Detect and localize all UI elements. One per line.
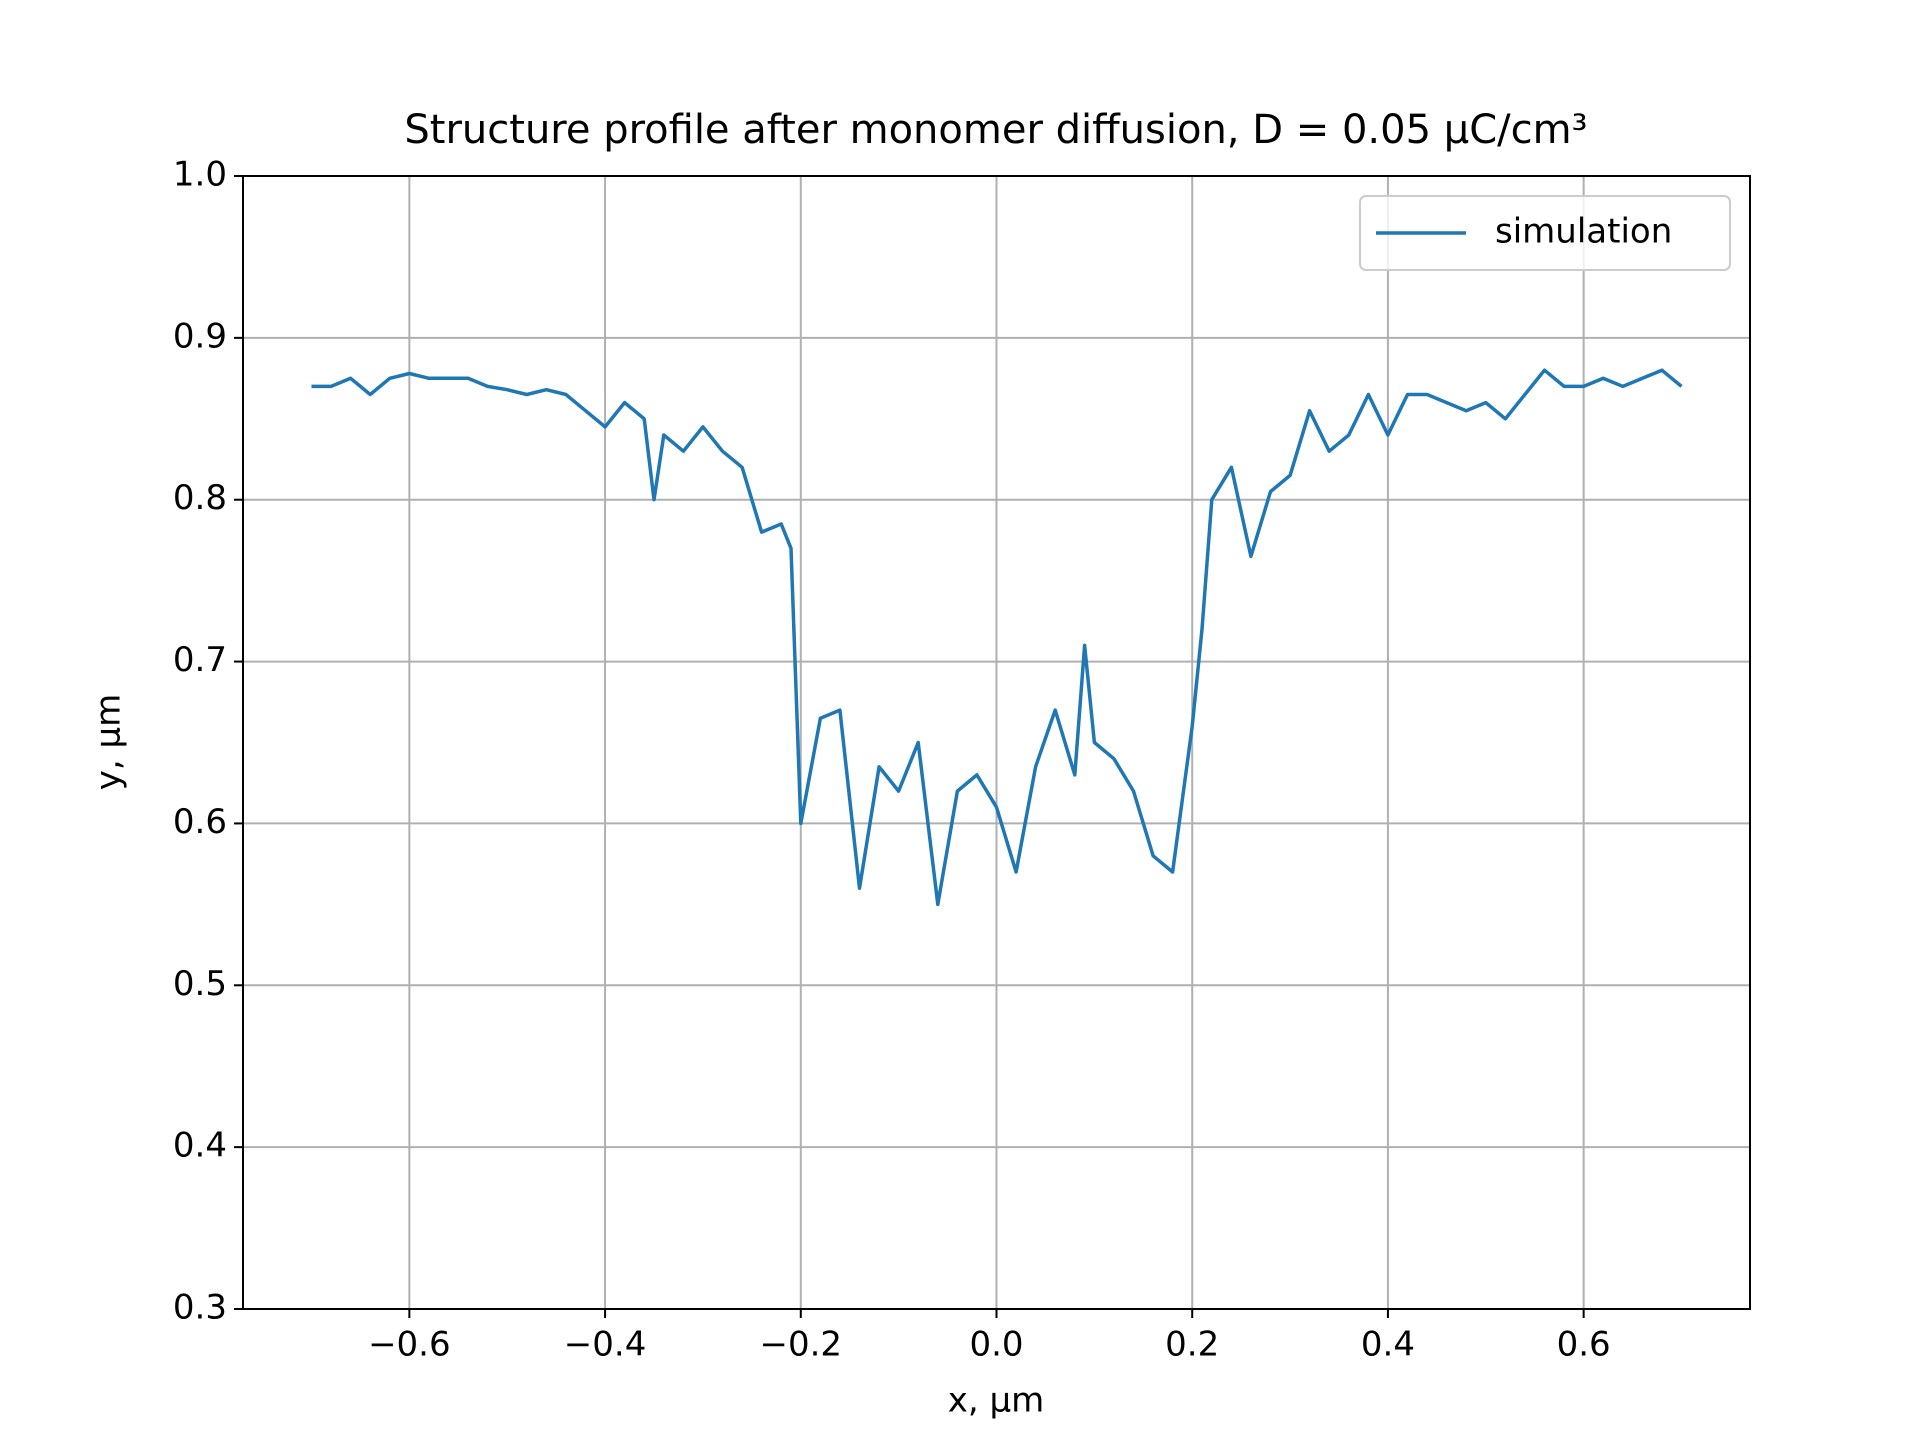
x-axis-label: x, μm — [948, 1381, 1045, 1421]
y-tick-label: 0.4 — [173, 1126, 227, 1166]
y-tick-label: 0.9 — [173, 316, 227, 356]
y-tick-label: 1.0 — [173, 155, 227, 195]
x-tick-label: 0.4 — [1361, 1325, 1415, 1365]
chart-title: Structure profile after monomer diffusio… — [404, 107, 1587, 153]
y-tick-label: 0.8 — [173, 478, 227, 518]
x-tick-label: −0.2 — [760, 1325, 843, 1365]
plot-frame — [242, 175, 1751, 1310]
y-tick-label: 0.5 — [173, 964, 227, 1004]
x-tick-label: −0.6 — [368, 1325, 451, 1365]
x-tick-label: 0.6 — [1557, 1325, 1611, 1365]
legend-label: simulation — [1495, 212, 1672, 252]
legend-box — [1359, 195, 1731, 271]
data-line — [311, 368, 1683, 907]
y-tick-label: 0.7 — [173, 640, 227, 680]
x-tick-label: −0.4 — [564, 1325, 647, 1365]
y-axis-label: y, μm — [89, 694, 129, 791]
y-tick-label: 0.3 — [173, 1288, 227, 1328]
y-tick-label: 0.6 — [173, 802, 227, 842]
x-tick-label: 0.0 — [969, 1325, 1023, 1365]
x-tick-label: 0.2 — [1165, 1325, 1219, 1365]
